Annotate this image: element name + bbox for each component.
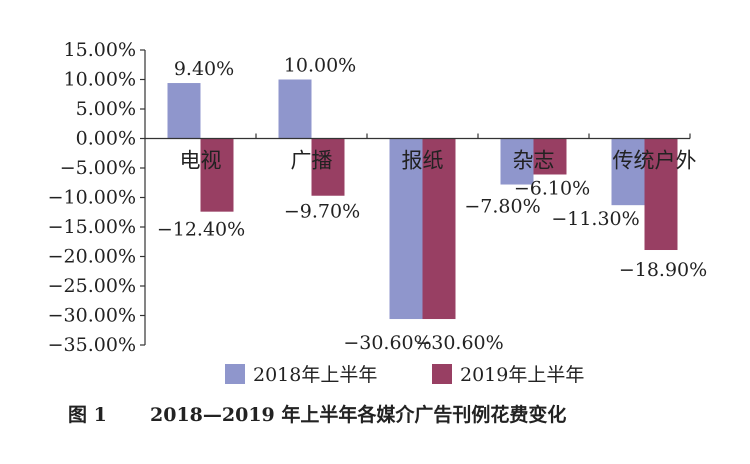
data-label-2019-3: −6.10% bbox=[514, 177, 590, 199]
bars bbox=[145, 79, 691, 320]
bar-2018-0 bbox=[167, 83, 201, 139]
data-label-2018-2: −30.60% bbox=[343, 332, 431, 354]
category-label-4: 传统户外 bbox=[613, 149, 697, 173]
caption-text: 2018—2019 年上半年各媒介广告刊例花费变化 bbox=[150, 403, 566, 426]
y-tick-label: 10.00% bbox=[64, 69, 136, 91]
legend-label-0: 2018年上半年 bbox=[253, 364, 377, 386]
y-tick-label: 15.00% bbox=[64, 39, 136, 61]
bar-2019-4 bbox=[644, 138, 678, 251]
caption-label: 图 1 bbox=[68, 404, 107, 426]
y-tick-label: −10.00% bbox=[48, 187, 136, 209]
bar-2019-3 bbox=[533, 138, 567, 175]
category-labels: 电视 广播 报纸 杂志 传统户外 bbox=[180, 149, 697, 173]
data-label-2018-1: 10.00% bbox=[284, 55, 356, 77]
y-tick-label: −30.00% bbox=[48, 305, 136, 327]
bar-2018-1 bbox=[278, 79, 312, 139]
y-tick-label: −5.00% bbox=[60, 157, 136, 179]
category-label-3: 杂志 bbox=[513, 149, 555, 173]
y-tick-label: 5.00% bbox=[76, 98, 136, 120]
y-tick-label: −20.00% bbox=[48, 246, 136, 268]
category-label-0: 电视 bbox=[180, 149, 222, 173]
category-label-2: 报纸 bbox=[402, 149, 444, 173]
data-label-2019-2: −30.60% bbox=[415, 332, 503, 354]
data-label-2019-4: −18.90% bbox=[619, 259, 707, 281]
bar-2019-2 bbox=[422, 138, 456, 320]
legend: 2018年上半年 2019年上半年 bbox=[225, 364, 584, 386]
data-label-2018-3: −7.80% bbox=[464, 196, 540, 218]
y-tick-label: −25.00% bbox=[48, 275, 136, 297]
legend-label-1: 2019年上半年 bbox=[460, 364, 584, 386]
legend-swatch-1 bbox=[432, 364, 452, 384]
y-tick-label: −15.00% bbox=[48, 216, 136, 238]
legend-swatch-0 bbox=[225, 364, 245, 384]
bar-2019-0 bbox=[200, 138, 234, 212]
bar-2018-2 bbox=[389, 138, 423, 320]
y-tick-label: 0.00% bbox=[76, 128, 136, 150]
data-labels: 9.40% 10.00% −30.60% −7.80% −11.30% −12.40% −9… bbox=[157, 55, 707, 355]
figure-caption: 图 1 2018—2019 年上半年各媒介广告刊例花费变化 bbox=[68, 403, 566, 426]
y-tick-label: −35.00% bbox=[48, 334, 136, 356]
bar-2018-4 bbox=[611, 138, 645, 206]
data-label-2018-0: 9.40% bbox=[174, 58, 234, 80]
data-label-2019-0: −12.40% bbox=[157, 219, 245, 241]
y-axis: 15.00% 10.00% 5.00% 0.00% −5.00% −10.00% −15.0… bbox=[48, 39, 146, 356]
data-label-2019-1: −9.70% bbox=[284, 201, 360, 223]
data-label-2018-4: −11.30% bbox=[551, 208, 639, 230]
bar-2019-1 bbox=[311, 138, 345, 196]
category-label-1: 广播 bbox=[291, 149, 333, 173]
bar-2018-3 bbox=[500, 138, 534, 185]
